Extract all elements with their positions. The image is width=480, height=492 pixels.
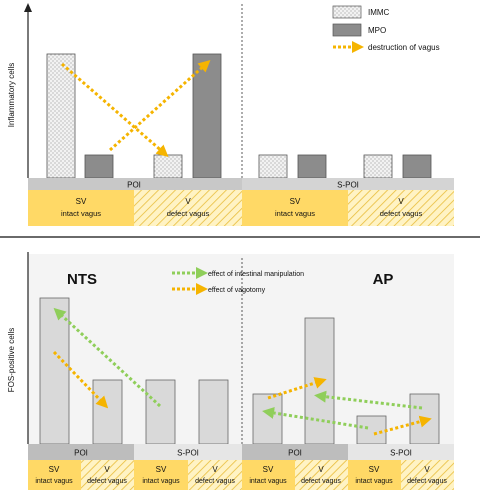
top-band-spoi-v (348, 190, 454, 226)
top-band-poi-v (134, 190, 242, 226)
ap-band-poi (242, 444, 348, 460)
ap-spoi-intact-label: intact vagus (355, 478, 393, 485)
ap-sub-spoi-sv (348, 460, 401, 490)
ap-spoi-defect-label: defect vagus (407, 478, 447, 485)
bar-nts-spoi-sv (145, 379, 176, 445)
top-band-poi (28, 178, 242, 190)
top-spoi-intact-label: intact vagus (275, 209, 315, 218)
legend-mpo-label: MPO (368, 26, 386, 35)
nts-title: NTS (67, 271, 97, 288)
nts-band-spoi (134, 444, 242, 460)
top-band-spoi-sv (242, 190, 348, 226)
top-band-poi-sv (28, 190, 134, 226)
nts-manipulation-arrow (53, 307, 162, 408)
ap-spoi-sv-label: SV (369, 465, 380, 474)
bottom-panel: FOS-positive cells NTS AP effect of inte… (7, 252, 454, 490)
top-spoi-v-label: V (398, 197, 404, 206)
bar-mpo-spoi-sv (297, 154, 327, 179)
top-spoi-sv-label: SV (290, 197, 301, 206)
bar-mpo-poi-sv (84, 154, 114, 179)
nts-spoi-v-label: V (212, 465, 218, 474)
ap-title: AP (373, 271, 394, 288)
bottom-ylabel: FOS-positive cells (7, 328, 16, 392)
top-poi-v-label: V (185, 197, 191, 206)
nts-sub-spoi-sv (134, 460, 188, 490)
legend-manipulation-label: effect of intestinal manipulation (208, 271, 304, 278)
top-poi-label: POI (127, 181, 141, 190)
top-panel: Inflammatory cells IMMC MPO destruction … (7, 3, 454, 226)
bar-nts-spoi-v (198, 379, 229, 445)
bar-nts-poi-sv (39, 297, 70, 445)
vagus-arrow-mpo (108, 59, 211, 152)
nts-spoi-sv-label: SV (156, 465, 167, 474)
bar-immc-spoi-sv (258, 154, 288, 179)
ap-poi-defect-label: defect vagus (301, 478, 341, 485)
ap-spoi-v-label: V (424, 465, 430, 474)
top-poi-intact-label: intact vagus (61, 209, 101, 218)
legend-immc-swatch (332, 5, 362, 19)
nts-sub-poi-v (81, 460, 134, 490)
legend-vagotomy-label: effect of vagotomy (208, 287, 266, 294)
bar-ap-poi-v (304, 317, 335, 445)
nts-poi-intact-label: intact vagus (35, 478, 73, 485)
ap-manipulation-arrow-sv (262, 407, 369, 430)
bar-immc-spoi-v (363, 154, 393, 179)
top-band-spoi (242, 178, 454, 190)
legend-immc-label: IMMC (368, 8, 390, 17)
ap-sub-poi-sv (242, 460, 295, 490)
bar-immc-poi-sv (46, 53, 76, 179)
ap-manipulation-arrow-v (314, 390, 423, 410)
nts-spoi-label: S-POI (177, 449, 199, 458)
bar-mpo-spoi-v (402, 154, 432, 179)
ap-spoi-label: S-POI (390, 449, 412, 458)
ap-band-spoi (348, 444, 454, 460)
nts-poi-label: POI (74, 449, 88, 458)
legend-vagus-label: destruction of vagus (368, 43, 440, 52)
bar-immc-poi-v (153, 154, 183, 179)
top-spoi-defect-label: defect vagus (380, 209, 423, 218)
vagus-arrow-immc (61, 62, 169, 157)
ap-vagotomy-arrow-poi (267, 377, 327, 400)
nts-sub-poi-sv (28, 460, 81, 490)
nts-spoi-intact-label: intact vagus (142, 478, 180, 485)
bar-ap-spoi-sv (356, 415, 387, 445)
ap-vagotomy-arrow-spoi (373, 415, 432, 436)
bar-ap-poi-sv (252, 393, 283, 445)
nts-poi-defect-label: defect vagus (87, 478, 127, 485)
nts-sub-spoi-v (188, 460, 242, 490)
nts-band-poi (28, 444, 134, 460)
nts-poi-v-label: V (104, 465, 110, 474)
top-poi-defect-label: defect vagus (167, 209, 210, 218)
top-ylabel: Inflammatory cells (7, 63, 16, 127)
nts-vagotomy-arrow (52, 350, 109, 409)
ap-poi-sv-label: SV (263, 465, 274, 474)
nts-spoi-defect-label: defect vagus (195, 478, 235, 485)
legend-mpo-swatch (332, 23, 362, 37)
ap-poi-v-label: V (318, 465, 324, 474)
top-poi-sv-label: SV (76, 197, 87, 206)
ap-sub-spoi-v (401, 460, 454, 490)
bar-nts-poi-v (92, 379, 123, 445)
bar-ap-spoi-v (409, 393, 440, 445)
ap-poi-intact-label: intact vagus (249, 478, 287, 485)
ap-poi-label: POI (288, 449, 302, 458)
bar-mpo-poi-v (192, 53, 222, 179)
top-spoi-label: S-POI (337, 181, 359, 190)
nts-poi-sv-label: SV (49, 465, 60, 474)
top-y-axis-arrow (24, 3, 32, 12)
ap-sub-poi-v (295, 460, 348, 490)
